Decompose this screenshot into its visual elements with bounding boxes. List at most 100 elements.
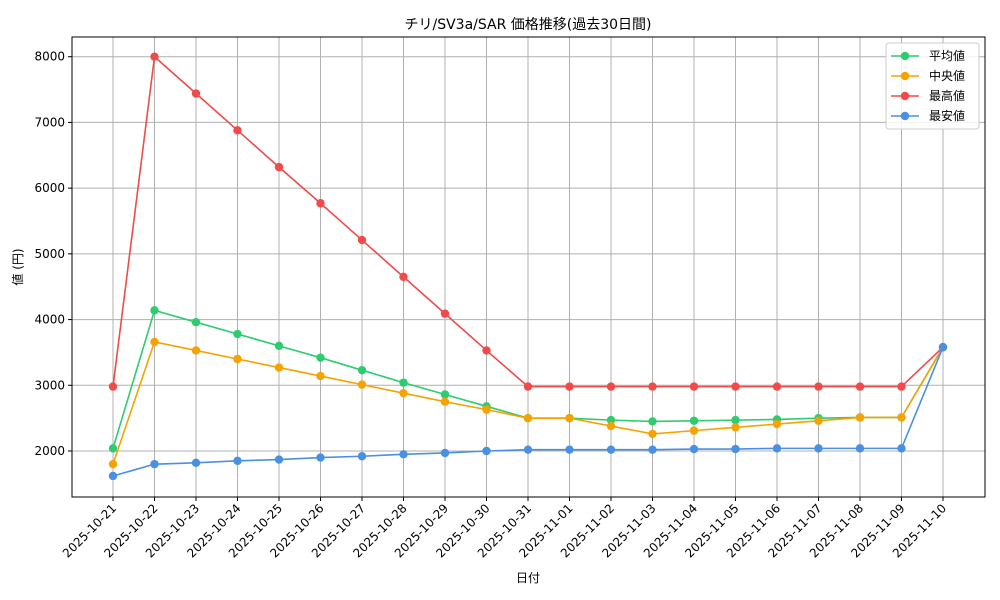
y-tick-label: 3000	[34, 378, 65, 392]
data-point	[648, 445, 657, 454]
data-point	[274, 455, 284, 464]
data-point	[191, 89, 201, 98]
x-axis-ticks: 2025-10-212025-10-222025-10-232025-10-24…	[60, 497, 949, 560]
data-point	[233, 329, 242, 339]
data-point	[648, 417, 657, 426]
y-tick-label: 5000	[34, 247, 65, 261]
y-tick-label: 7000	[34, 115, 65, 129]
legend-marker	[900, 91, 910, 101]
data-point	[440, 397, 450, 406]
data-point	[399, 450, 408, 459]
data-point	[523, 445, 533, 454]
legend-item: 中央値	[891, 68, 965, 83]
data-point	[606, 382, 616, 391]
data-point	[689, 444, 699, 454]
data-point	[731, 415, 740, 425]
data-point	[399, 378, 408, 387]
legend-marker	[900, 71, 910, 81]
data-point	[150, 306, 159, 315]
data-point	[523, 413, 533, 423]
data-point	[150, 459, 159, 469]
data-point	[316, 371, 325, 381]
data-point	[565, 382, 574, 391]
legend-box	[885, 42, 980, 130]
x-axis-label: 日付	[516, 571, 540, 585]
legend-label: 平均値	[929, 48, 965, 63]
data-point	[482, 405, 491, 414]
legend-label: 中央値	[929, 68, 965, 83]
data-point	[648, 429, 657, 439]
data-point	[357, 452, 367, 461]
data-point	[897, 382, 906, 391]
data-point	[855, 413, 865, 422]
legend-item: 平均値	[891, 48, 965, 63]
data-point	[399, 272, 408, 282]
data-point	[440, 390, 450, 399]
data-point	[108, 382, 118, 391]
series-2	[108, 52, 948, 391]
data-point	[482, 446, 491, 456]
data-point	[191, 318, 201, 327]
data-point	[855, 382, 865, 391]
data-point	[731, 423, 740, 432]
data-point	[606, 415, 616, 425]
y-tick-label: 8000	[34, 50, 65, 64]
y-tick-label: 6000	[34, 181, 65, 195]
chart-title: チリ/SV3a/SAR 価格推移(過去30日間)	[404, 17, 651, 33]
data-point	[274, 162, 284, 172]
data-point	[855, 444, 865, 453]
y-axis-label: 値 (円)	[10, 248, 25, 285]
data-point	[274, 341, 284, 351]
data-point	[772, 382, 782, 391]
data-point	[606, 445, 616, 454]
data-point	[316, 199, 325, 208]
series-3	[108, 342, 948, 481]
series-lines	[108, 52, 948, 481]
data-point	[814, 416, 823, 425]
data-point	[814, 444, 823, 453]
data-point	[233, 354, 242, 364]
series-1	[108, 337, 948, 469]
data-point	[440, 448, 450, 458]
data-point	[108, 444, 118, 453]
data-point	[523, 382, 533, 391]
legend-marker	[900, 51, 910, 61]
data-point	[565, 445, 574, 454]
data-point	[108, 471, 118, 481]
legend-label: 最高値	[929, 88, 965, 103]
data-point	[233, 456, 242, 466]
data-point	[108, 459, 118, 469]
legend-label: 最安値	[929, 108, 965, 123]
data-point	[689, 416, 699, 425]
data-point	[357, 235, 367, 245]
data-point	[150, 337, 159, 347]
data-point	[399, 388, 408, 398]
data-point	[191, 458, 201, 468]
y-tick-label: 4000	[34, 313, 65, 327]
data-point	[689, 426, 699, 435]
data-point	[357, 365, 367, 375]
data-point	[565, 413, 574, 423]
data-point	[316, 453, 325, 462]
y-tick-label: 2000	[34, 444, 65, 458]
data-point	[191, 346, 201, 355]
data-point	[938, 342, 948, 352]
data-point	[357, 380, 367, 389]
data-point	[606, 421, 616, 431]
data-point	[150, 52, 159, 61]
data-point	[274, 363, 284, 372]
data-point	[648, 382, 657, 391]
legend-marker	[900, 111, 910, 121]
data-point	[689, 382, 699, 391]
data-point	[897, 444, 906, 453]
legend-item: 最安値	[891, 108, 965, 123]
data-point	[440, 309, 450, 318]
data-point	[772, 419, 782, 429]
y-axis-ticks: 2000 3000 4000 5000 6000 7000 8000	[34, 50, 72, 458]
data-point	[772, 444, 782, 453]
data-point	[316, 353, 325, 362]
data-point	[731, 382, 740, 391]
data-point	[233, 126, 242, 135]
